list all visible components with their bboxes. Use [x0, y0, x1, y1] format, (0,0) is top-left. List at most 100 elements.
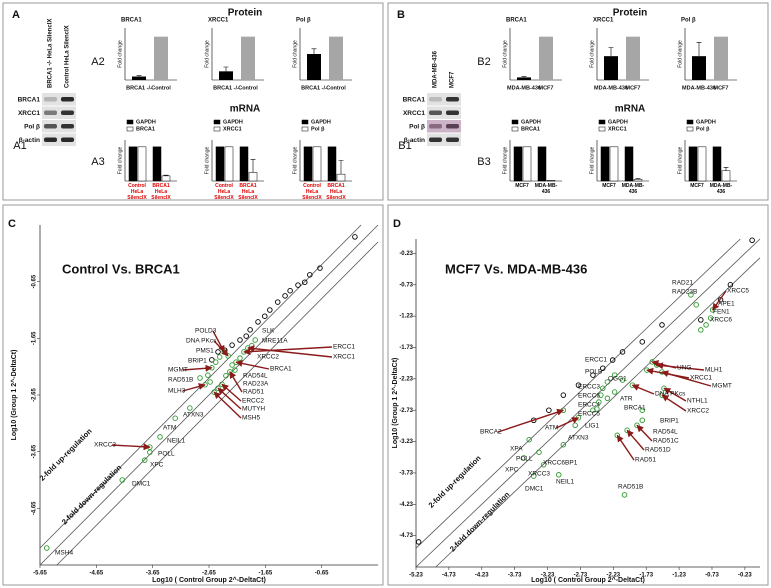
point-label: XRCC6BP1: [543, 460, 578, 467]
label-arrow: [213, 340, 229, 357]
fold-label: 2-fold up-regulation: [38, 426, 94, 482]
point: [267, 307, 273, 313]
x-tick-label: BRCA1 -/-: [126, 85, 152, 91]
point: [262, 313, 268, 319]
legend-swatch: [598, 126, 606, 132]
point-label: DNA PKcs: [655, 391, 686, 398]
label-arrow: [497, 408, 564, 433]
label-arrow: [626, 429, 645, 451]
legend-swatch: [598, 119, 606, 125]
error-bar: [696, 42, 702, 57]
legend-swatch: [213, 126, 221, 132]
point: [598, 392, 604, 398]
point-label: BRIP1: [660, 418, 679, 425]
point-label: UNG: [677, 365, 691, 372]
bar: [633, 179, 643, 182]
point-label: SLK: [262, 328, 275, 335]
blot-band: [44, 110, 57, 115]
point: [213, 359, 219, 365]
point: [187, 405, 193, 411]
point: [619, 349, 626, 355]
chart-title: XRCC1: [208, 18, 229, 24]
point-label: MLH1: [705, 367, 723, 374]
panel-label: B: [397, 9, 405, 21]
point-label: RAD23B: [672, 289, 697, 296]
blot-row-label: β-actin: [19, 137, 40, 144]
blot-row-label: XRCC1: [403, 110, 425, 117]
label-arrow: [646, 367, 690, 379]
point-label: XPC: [505, 467, 519, 474]
label-arrow: [217, 387, 242, 410]
point-label: NEIL1: [167, 438, 185, 445]
point: [698, 327, 704, 333]
bar: [307, 54, 321, 80]
point: [596, 399, 602, 405]
error-bar: [521, 76, 527, 78]
legend-label: GAPDH: [696, 119, 716, 125]
x-tick-label: MCF7: [539, 85, 554, 91]
point: [604, 395, 611, 402]
y-tick-label: -1.65: [32, 331, 38, 345]
point: [609, 357, 616, 363]
legend-swatch: [126, 126, 134, 132]
point: [540, 462, 547, 468]
y-tick-label: -0.65: [32, 274, 38, 288]
legend-label: GAPDH: [608, 119, 628, 125]
x-tick-label: MCF7: [602, 183, 616, 189]
point-label: MGMT: [168, 367, 188, 374]
x-tick-label: -2.23: [606, 573, 620, 579]
sub-label: B3: [477, 156, 490, 168]
legend-swatch: [301, 119, 309, 125]
blot-strip: [427, 133, 461, 146]
y-axis-label: Fold change: [502, 147, 508, 175]
point-label: RAD51B: [618, 484, 643, 491]
point-label: RAD54L: [243, 373, 268, 380]
point: [209, 357, 215, 363]
x-tick-label: BRCA1 HeLa SilencIX: [151, 183, 171, 199]
legend-label: XRCC1: [223, 126, 242, 132]
point-label: BRCA2: [480, 429, 502, 436]
x-tick-label: BRCA1 HeLa SilencIX: [326, 183, 346, 199]
point-label: RAD23A: [243, 381, 269, 388]
chart-title: Pol β: [296, 18, 311, 24]
label-arrow: [182, 383, 206, 392]
point: [590, 372, 596, 378]
point: [693, 302, 699, 308]
point: [521, 455, 527, 461]
sub-label: A3: [91, 156, 104, 168]
section-title: mRNA: [615, 104, 646, 115]
chart-title: BRCA1: [121, 18, 142, 24]
blot-row-label: BRCA1: [18, 96, 41, 103]
blot-column-label: MDA-MB-436: [433, 50, 439, 88]
point-label: RAD54L: [653, 429, 678, 436]
x-tick-label: -1.73: [639, 573, 653, 579]
blot-strip: [42, 106, 76, 119]
y-axis-label: Fold change: [677, 147, 683, 175]
point-label: PMS1: [196, 348, 214, 355]
point: [255, 319, 261, 325]
bar: [154, 36, 168, 80]
x-tick-label: Control HeLa SilencIX: [127, 183, 147, 199]
blot-strip: [42, 93, 76, 106]
fold-line: [415, 238, 761, 568]
y-axis-label: Fold change: [204, 147, 210, 175]
label-arrow: [235, 359, 270, 370]
panel-frame: [2, 204, 384, 586]
y-axis-label: Log10 (Group 1 2^-DeltaCt): [10, 350, 18, 441]
point-label: ERCC5: [578, 411, 600, 418]
panel-label: C: [8, 218, 16, 230]
sub-label: A2: [91, 56, 104, 68]
blot-band: [61, 110, 74, 115]
chart-title: BRCA1: [506, 18, 527, 24]
bar: [546, 180, 556, 182]
bar: [714, 36, 728, 80]
legend-label: GAPDH: [311, 119, 331, 125]
bar: [327, 146, 337, 182]
point: [575, 382, 582, 388]
point-label: ERCC3: [578, 384, 600, 391]
sub-label: B2: [477, 56, 490, 68]
point-label: FEN1: [713, 309, 730, 316]
point: [572, 422, 578, 429]
x-tick-label: -2.73: [574, 573, 588, 579]
